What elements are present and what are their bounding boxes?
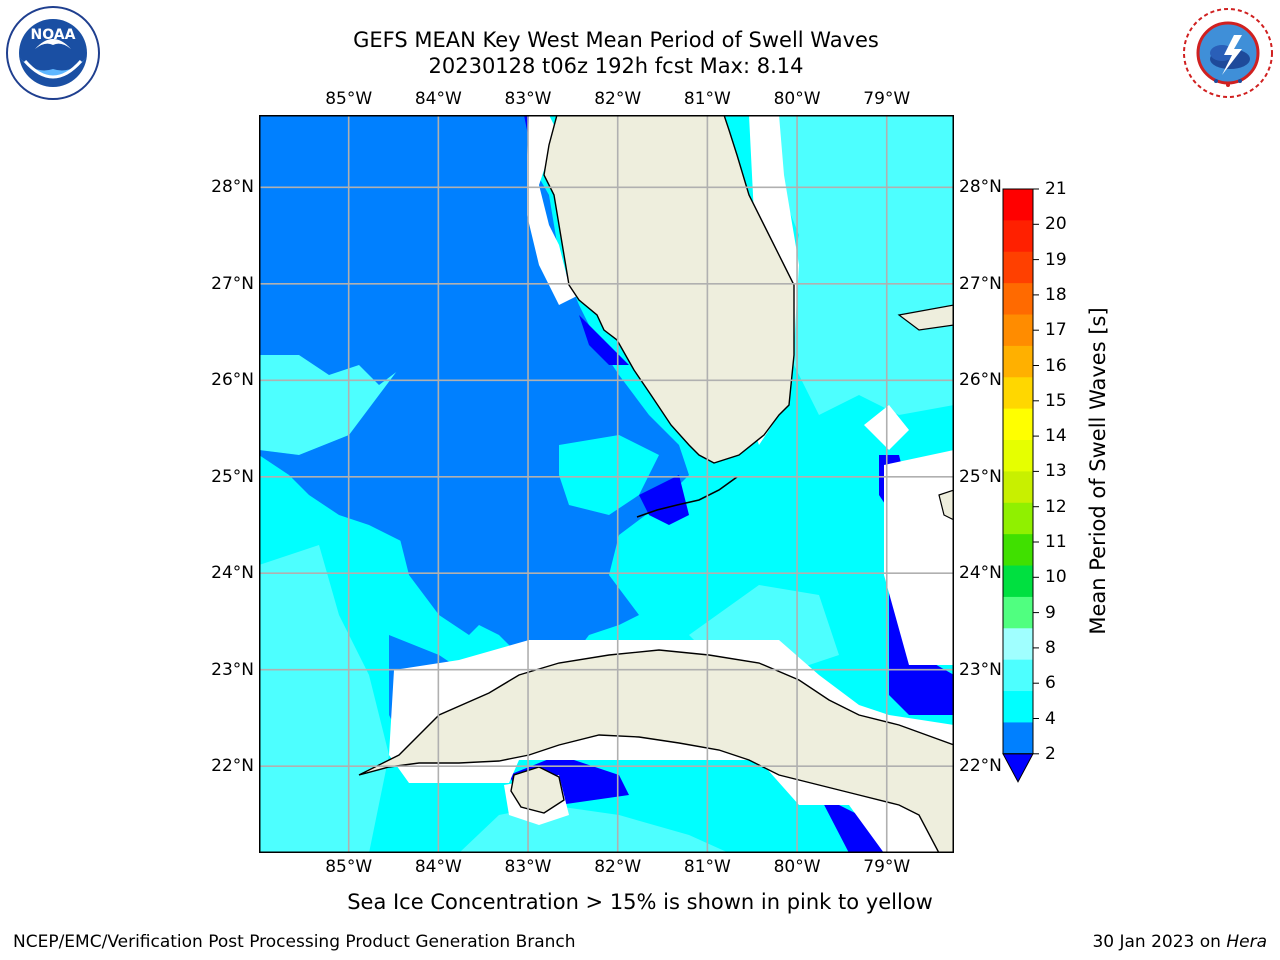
- lat-tick-label: 28°N: [959, 177, 1002, 198]
- colorbar-block: [1003, 377, 1033, 410]
- colorbar: [1002, 188, 1039, 783]
- colorbar-block: [1003, 314, 1033, 347]
- nws-logo: [1182, 7, 1274, 99]
- lon-tick-label: 84°W: [414, 857, 462, 877]
- colorbar-label: 13: [1045, 461, 1067, 482]
- chart-subtitle: 20230128 t06z 192h fcst Max: 8.14: [428, 54, 804, 78]
- lat-tick-label: 26°N: [959, 370, 1002, 391]
- lon-tick-label: 82°W: [594, 89, 642, 109]
- colorbar-title: Mean Period of Swell Waves [s]: [1086, 307, 1110, 635]
- lat-tick-label: 24°N: [959, 563, 1002, 584]
- lat-tick-label: 22°N: [959, 756, 1002, 777]
- colorbar-label: 18: [1045, 284, 1067, 305]
- colorbar-label: 10: [1045, 567, 1067, 588]
- lat-tick-label: 27°N: [211, 273, 254, 294]
- lon-tick-label: 80°W: [773, 89, 821, 109]
- colorbar-label: 2: [1045, 743, 1056, 764]
- missing-bahamas-2: [884, 450, 954, 665]
- colorbar-block: [1003, 722, 1033, 755]
- lat-tick-label: 26°N: [211, 370, 254, 391]
- footer-date-text: 30 Jan 2023 on: [1092, 932, 1227, 952]
- land-grand-bahama: [897, 304, 954, 331]
- colorbar-block: [1003, 534, 1033, 567]
- colorbar-label: 16: [1045, 355, 1067, 376]
- lon-tick-label: 83°W: [504, 857, 552, 877]
- land-isla-juventud: [510, 766, 565, 814]
- colorbar-label: 11: [1045, 532, 1067, 552]
- field-below-2-southeast: [819, 795, 884, 853]
- colorbar-block: [1003, 596, 1033, 629]
- swell-period-map: [259, 115, 954, 853]
- lon-tick-label: 81°W: [683, 89, 731, 109]
- colorbar-block: [1003, 345, 1033, 378]
- lat-tick-label: 23°N: [959, 659, 1002, 680]
- colorbar-block: [1003, 408, 1033, 441]
- sea-ice-note: Sea Ice Concentration > 15% is shown in …: [347, 890, 933, 914]
- map-frame: [259, 115, 954, 853]
- colorbar-block: [1003, 565, 1033, 598]
- lon-tick-label: 82°W: [594, 857, 642, 877]
- lon-tick-label: 79°W: [863, 857, 911, 877]
- colorbar-label: 12: [1045, 496, 1067, 517]
- colorbar-label: 4: [1045, 708, 1056, 729]
- colorbar-label: 21: [1045, 179, 1067, 199]
- lat-tick-label: 25°N: [211, 466, 254, 487]
- graticule: [259, 115, 954, 853]
- colorbar-label: 8: [1045, 637, 1056, 658]
- lon-tick-label: 79°W: [863, 89, 911, 109]
- colorbar-block: [1003, 628, 1033, 661]
- colorbar-block: [1003, 502, 1033, 535]
- chart-title: GEFS MEAN Key West Mean Period of Swell …: [353, 28, 879, 52]
- colorbar-label: 20: [1045, 214, 1067, 235]
- lat-tick-label: 28°N: [211, 177, 254, 198]
- colorbar-label: 9: [1045, 602, 1056, 623]
- colorbar-block: [1003, 189, 1033, 221]
- lon-tick-label: 83°W: [504, 89, 552, 109]
- field-4-6-patch: [559, 435, 659, 515]
- noaa-logo-text: NOAA: [31, 27, 76, 43]
- lat-tick-label: 23°N: [211, 659, 254, 680]
- footer-host: Hera: [1226, 932, 1267, 952]
- colorbar-extend-arrow: [1002, 753, 1034, 783]
- lat-tick-label: 22°N: [211, 756, 254, 777]
- footer-credit: NCEP/EMC/Verification Post Processing Pr…: [13, 932, 576, 952]
- lon-tick-label: 80°W: [773, 857, 821, 877]
- colorbar-block: [1003, 471, 1033, 504]
- colorbar-label: 19: [1045, 249, 1067, 270]
- colorbar-label: 14: [1045, 426, 1067, 447]
- colorbar-block: [1003, 691, 1033, 723]
- field-below-2-swfl: [579, 315, 629, 365]
- field-6-8-atlantic: [749, 115, 954, 415]
- land-florida-keys: [636, 476, 738, 518]
- lat-tick-label: 24°N: [211, 563, 254, 584]
- land-cuba: [358, 649, 954, 853]
- colorbar-block: [1003, 251, 1033, 284]
- colorbar-block: [1003, 283, 1033, 316]
- noaa-logo: NOAA: [6, 6, 100, 100]
- lon-tick-label: 85°W: [325, 857, 373, 877]
- lon-tick-label: 81°W: [683, 857, 731, 877]
- land-florida: [543, 115, 795, 464]
- colorbar-label: 6: [1045, 673, 1056, 694]
- lon-tick-label: 84°W: [414, 89, 462, 109]
- land-andros: [938, 489, 954, 521]
- lon-tick-label: 85°W: [325, 89, 373, 109]
- lat-tick-label: 27°N: [959, 273, 1002, 294]
- colorbar-block: [1003, 440, 1033, 472]
- colorbar-block: [1003, 659, 1033, 692]
- field-6-8-southwest: [259, 545, 389, 853]
- lat-tick-label: 25°N: [959, 466, 1002, 487]
- footer-date: 30 Jan 2023 on Hera: [1092, 932, 1267, 952]
- colorbar-label: 17: [1045, 320, 1067, 341]
- colorbar-label: 15: [1045, 390, 1067, 411]
- colorbar-block: [1003, 220, 1033, 253]
- missing-fl-west-coast: [527, 115, 579, 305]
- field-2-4-north: [259, 115, 529, 385]
